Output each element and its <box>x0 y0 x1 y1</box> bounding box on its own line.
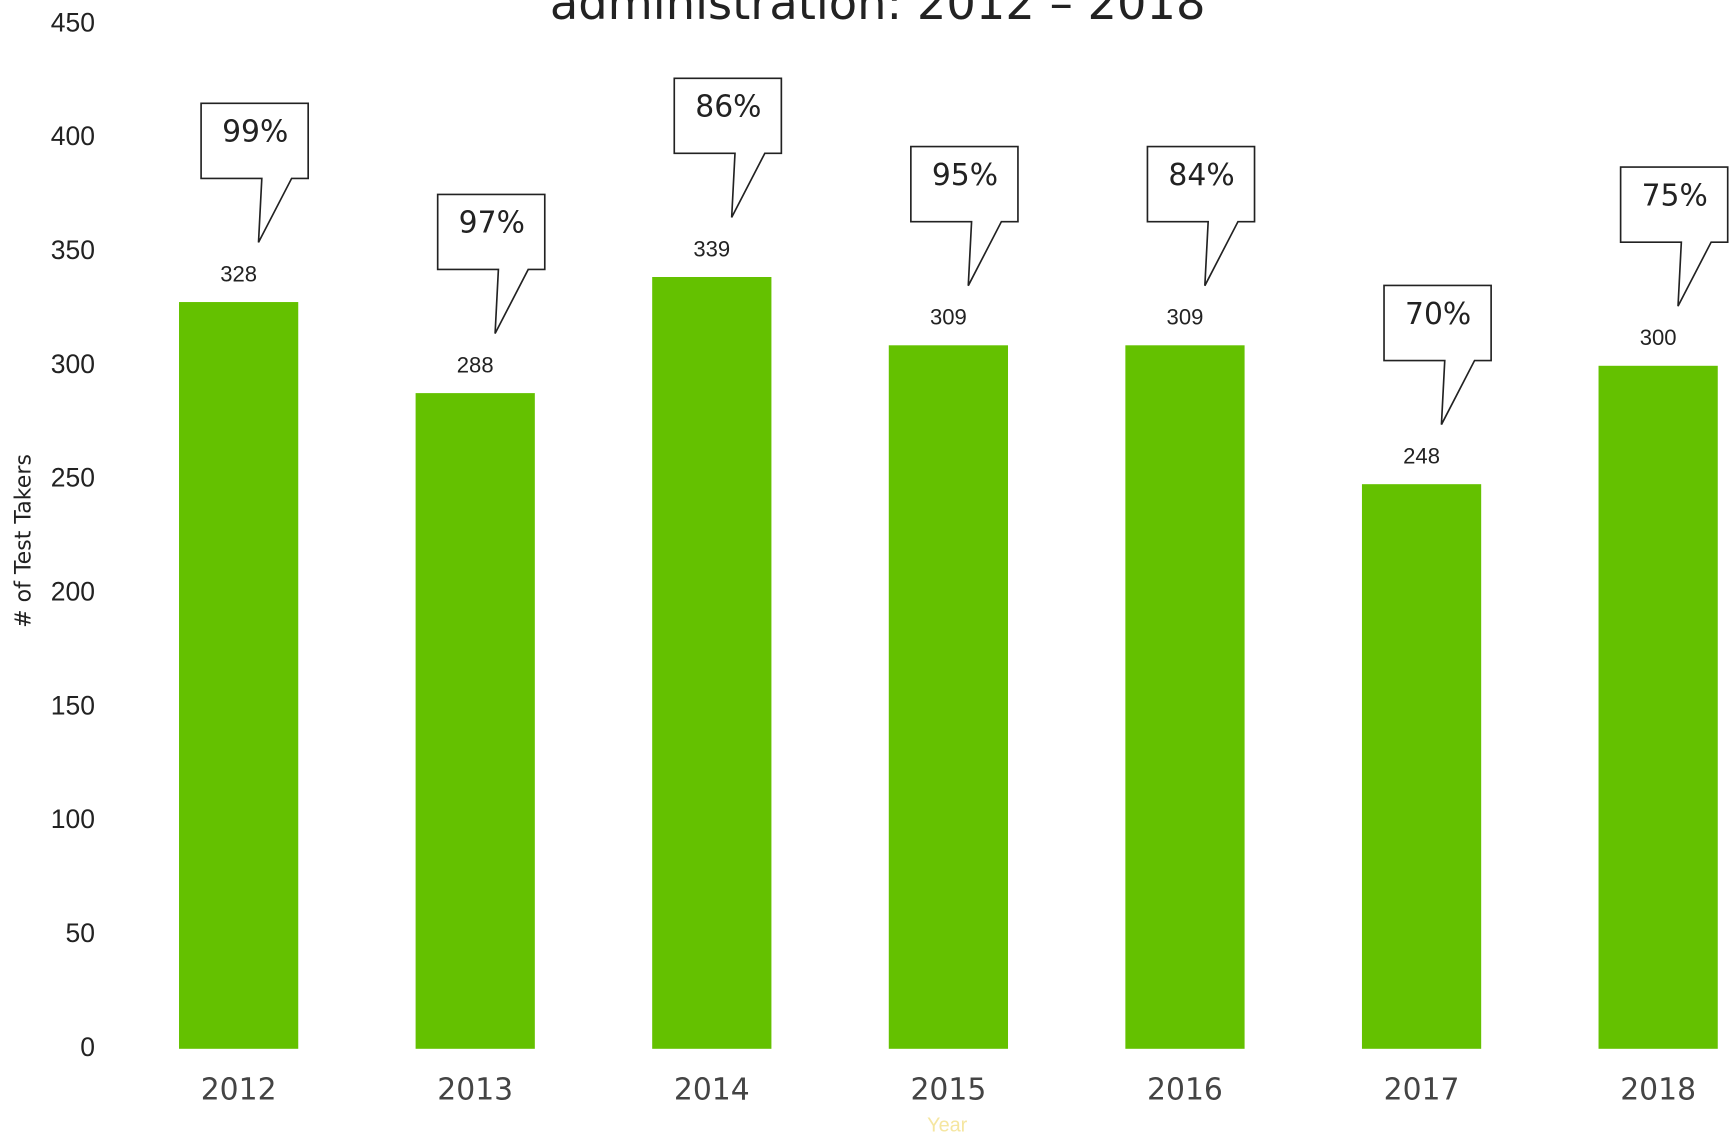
y-tick-label: 100 <box>51 804 95 834</box>
x-axis-label: Year <box>927 1114 968 1136</box>
chart-title: administration: 2012 – 2018 <box>550 0 1206 30</box>
y-tick-label: 50 <box>65 918 94 948</box>
y-tick-label: 150 <box>51 690 95 720</box>
y-tick-label: 250 <box>51 463 95 493</box>
callout-box <box>200 102 310 243</box>
value-label: 309 <box>1167 305 1204 330</box>
bar <box>652 277 772 1049</box>
callout-label: 86% <box>695 90 761 125</box>
x-tick-label: 2012 <box>201 1072 277 1107</box>
callout-label: 95% <box>932 158 998 193</box>
y-tick-label: 350 <box>51 235 95 265</box>
bar <box>1598 365 1718 1049</box>
callout-label: 97% <box>459 206 525 241</box>
value-label: 288 <box>457 352 494 377</box>
value-label: 248 <box>1403 444 1440 469</box>
callout-box <box>1146 145 1256 287</box>
x-tick-label: 2013 <box>437 1072 513 1107</box>
bar <box>415 393 535 1049</box>
value-label: 309 <box>930 305 967 330</box>
callout-box <box>1619 166 1729 307</box>
callout-label: 70% <box>1405 297 1471 332</box>
callout-box <box>910 145 1019 287</box>
x-tick-label: 2018 <box>1620 1072 1696 1107</box>
x-tick-label: 2016 <box>1147 1072 1223 1107</box>
y-tick-label: 450 <box>51 7 95 37</box>
callout-box <box>1383 284 1492 425</box>
callout-label: 99% <box>222 115 288 150</box>
bar <box>888 345 1009 1049</box>
callout-box <box>673 77 783 218</box>
y-tick-label: 0 <box>80 1032 95 1062</box>
y-tick-label: 300 <box>51 349 95 379</box>
bar <box>1361 484 1482 1049</box>
callout-label: 84% <box>1168 158 1234 193</box>
callout-label: 75% <box>1642 178 1708 213</box>
y-tick-label: 200 <box>51 576 95 606</box>
x-tick-label: 2017 <box>1384 1072 1460 1107</box>
bar <box>1125 345 1245 1049</box>
plot: administration: 2012 – 2018 # of Test Ta… <box>11 0 1729 1136</box>
value-label: 339 <box>693 236 730 261</box>
x-tick-label: 2014 <box>674 1072 750 1107</box>
y-tick-label: 400 <box>51 121 95 151</box>
value-label: 328 <box>220 261 257 286</box>
bar <box>179 302 299 1049</box>
y-axis-label: # of Test Takers <box>11 454 36 628</box>
callout-box <box>436 193 546 334</box>
value-label: 300 <box>1640 325 1677 350</box>
x-tick-label: 2015 <box>910 1072 986 1107</box>
